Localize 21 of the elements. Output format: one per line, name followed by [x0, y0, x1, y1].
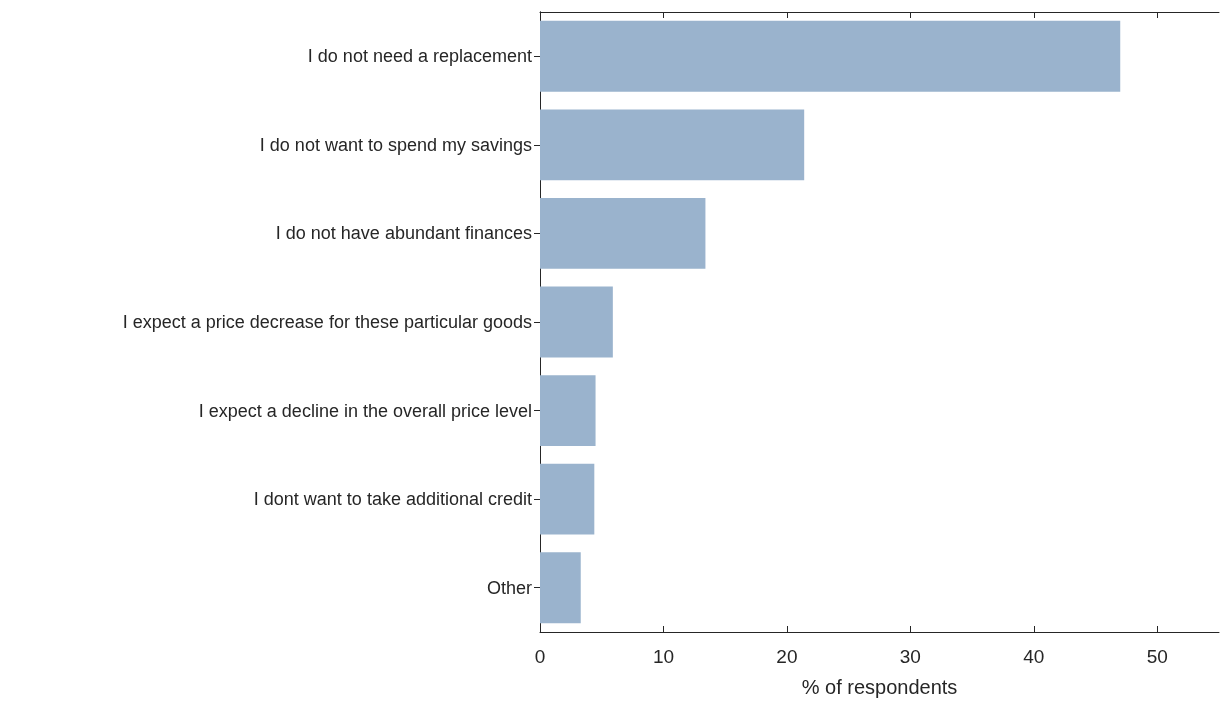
bar [540, 198, 706, 269]
bar [540, 109, 805, 181]
y-tick-label: I do not want to spend my savings [259, 134, 532, 155]
y-tick-label: I do not have abundant finances [275, 223, 532, 244]
bar [540, 552, 581, 624]
bar [540, 463, 595, 535]
x-tick-label: 20 [776, 646, 798, 667]
y-tick-label: I dont want to take additional credit [253, 489, 532, 510]
y-tick-label: I expect a price decrease for these particular goods [122, 312, 532, 332]
x-tick-label: 40 [1023, 646, 1045, 667]
x-tick-label: 10 [652, 646, 675, 667]
x-tick-label: 50 [1146, 646, 1168, 667]
y-tick-label: Other [486, 577, 532, 598]
bar [540, 20, 1121, 92]
x-tick-label: 30 [899, 646, 921, 667]
bar [540, 286, 613, 358]
bar [540, 375, 596, 446]
y-tick-label: I expect a decline in the overall price level [198, 400, 532, 421]
x-axis-title: % of respondents [801, 676, 958, 698]
x-tick-label: 0 [534, 646, 546, 667]
y-tick-label: I do not need a replacement [307, 46, 532, 67]
